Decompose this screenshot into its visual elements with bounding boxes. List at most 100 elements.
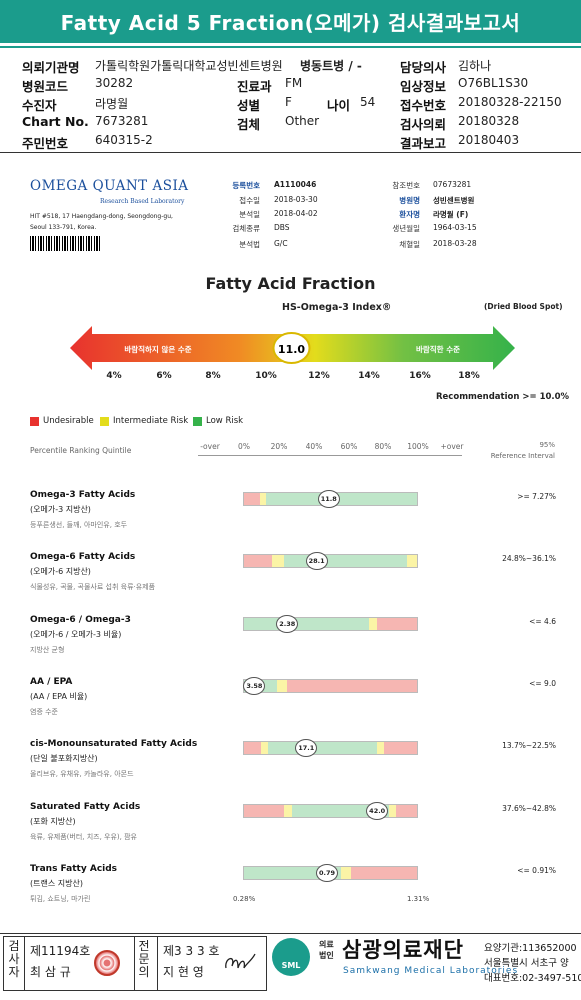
row-food-sources: 염증 수준	[30, 708, 58, 716]
legend-intermediate: Intermediate Risk	[100, 416, 188, 426]
reg-label: 등록번호	[232, 181, 260, 190]
result-marker: 17.1	[295, 739, 318, 757]
divider	[24, 937, 25, 990]
patient-value: 라명월	[95, 97, 129, 111]
row-food-sources: 지방산 균형	[30, 646, 65, 654]
row-title: AA / EPA	[30, 677, 73, 687]
barcode	[30, 236, 102, 251]
index-tick-label: 10%	[255, 371, 277, 381]
type-value: DBS	[274, 223, 290, 232]
chart-label: Chart No.	[22, 114, 89, 129]
org-info-2: 서울특별시 서초구 양	[484, 958, 569, 969]
row-korean-title: (AA / EPA 비율)	[30, 692, 88, 701]
hosp-label: 병원명	[399, 196, 420, 205]
request-label: 검사의뢰	[400, 117, 447, 132]
clinical-value: O76BL1S30	[458, 76, 529, 90]
org-name-en: Samkwang Medical Laboratories	[343, 966, 519, 976]
code-value: 30282	[95, 76, 134, 90]
recv-label: 접수일	[239, 196, 260, 205]
footer	[0, 933, 581, 1000]
recv-value: 2018-03-30	[274, 195, 318, 204]
reference-interval: <= 0.91%	[517, 866, 556, 875]
row-food-sources: 육류, 유제품(버터, 치즈, 우유), 팜유	[30, 833, 137, 841]
age-value: 54	[360, 95, 376, 109]
omega-index-arrow: 바람직하지 않은 수준 바람직한 수준 11.0	[70, 326, 515, 370]
dob-value: 1964-03-15	[433, 223, 477, 232]
lab-address: HIT #518, 17 Haengdang-dong, Seongdong-g…	[30, 213, 173, 231]
percentile-bar: 28.1	[243, 552, 418, 570]
desirable-zone-label: 바람직한 수준	[416, 344, 460, 354]
bar-segment	[244, 742, 262, 754]
seal-stamp-icon	[94, 950, 120, 976]
tester-vertical-label: 검사자	[8, 939, 20, 979]
pname-label: 환자명	[399, 210, 420, 219]
dept-value: FM	[285, 76, 303, 90]
bar-segment	[287, 680, 417, 692]
blood-label: 채혈일	[399, 240, 420, 249]
id-label: 주민번호	[22, 136, 69, 151]
percentile-tick-label: 40%	[305, 442, 323, 451]
legend-label: Intermediate Risk	[113, 416, 189, 426]
specialist-vertical-label: 전문의	[138, 939, 150, 979]
bar-segment	[276, 680, 288, 692]
chart-value: 7673281	[95, 114, 149, 128]
reference-interval: 13.7%~22.5%	[502, 741, 556, 750]
yellow-swatch	[100, 416, 109, 426]
report-label: 결과보고	[400, 136, 447, 151]
row-title: Omega-6 Fatty Acids	[30, 552, 136, 562]
report-header: 의뢰기관명 가톨릭학원가톨릭대학교성빈센트병원 병동트병 / - 담당의사 김하…	[0, 50, 581, 153]
ref-value: 07673281	[433, 180, 472, 189]
anal-label: 분석일	[239, 210, 260, 219]
row-food-sources: 등푸른생선, 들깨, 아마인유, 호두	[30, 521, 128, 529]
percentile-tick-label: +over	[440, 442, 464, 451]
org-info-1: 요양기관:113652000	[484, 943, 577, 954]
ref-label: 참조번호	[392, 181, 420, 190]
doctor-label: 담당의사	[400, 60, 447, 75]
index-value-marker	[272, 332, 311, 364]
row-korean-title: (트랜스 지방산)	[30, 879, 83, 888]
index-tick-label: 4%	[106, 371, 122, 381]
org-info-3: 대표번호:02-3497-510	[484, 973, 581, 984]
result-marker: 28.1	[305, 552, 328, 570]
percentile-tick-label: 100%	[407, 442, 429, 451]
bar-segment	[384, 742, 417, 754]
type-label: 검체종류	[232, 224, 260, 233]
index-tick-label: 8%	[205, 371, 221, 381]
reg-value: A1110046	[274, 180, 317, 189]
tester-license: 제11194호	[30, 944, 91, 958]
signature-icon	[225, 953, 256, 969]
tester-name: 최 삼 규	[30, 965, 71, 979]
result-marker: 0.79	[316, 864, 339, 882]
method-label: 분석법	[239, 240, 260, 249]
row-title: Omega-3 Fatty Acids	[30, 490, 136, 500]
legend-undesirable: Undesirable	[30, 416, 94, 426]
bar-segment	[271, 555, 284, 567]
green-swatch	[193, 416, 202, 426]
bar-segment	[283, 805, 293, 817]
percentile-tick-label: 60%	[340, 442, 358, 451]
row-korean-title: (오메가-6 지방산)	[30, 567, 91, 576]
reference-interval: <= 4.6	[529, 617, 556, 626]
bar-segment	[261, 742, 269, 754]
row-food-sources: 튀김, 쇼트닝, 마가린	[30, 895, 91, 903]
bar-segment	[377, 618, 417, 630]
index-tick-label: 14%	[358, 371, 380, 381]
bar-segment	[396, 805, 417, 817]
bar-segment	[351, 867, 417, 879]
pname-value: 라명월 (F)	[433, 210, 469, 219]
red-swatch	[30, 416, 39, 426]
bar-segment	[406, 555, 417, 567]
reference-interval: <= 9.0	[529, 679, 556, 688]
dob-label: 생년월일	[392, 224, 420, 233]
row-title: cis-Monounsaturated Fatty Acids	[30, 739, 198, 749]
percentile-tick-label: 0%	[238, 442, 250, 451]
bar-segment	[389, 805, 397, 817]
bar-segment	[292, 805, 390, 817]
section-title: Fatty Acid Fraction	[205, 274, 376, 293]
anal-value: 2018-04-02	[274, 209, 318, 218]
bar-segment	[340, 867, 352, 879]
legend-low-risk: Low Risk	[193, 416, 243, 426]
result-marker: 42.0	[366, 802, 389, 820]
index-tick-label: 18%	[458, 371, 480, 381]
dept-label: 진료과	[237, 79, 272, 94]
